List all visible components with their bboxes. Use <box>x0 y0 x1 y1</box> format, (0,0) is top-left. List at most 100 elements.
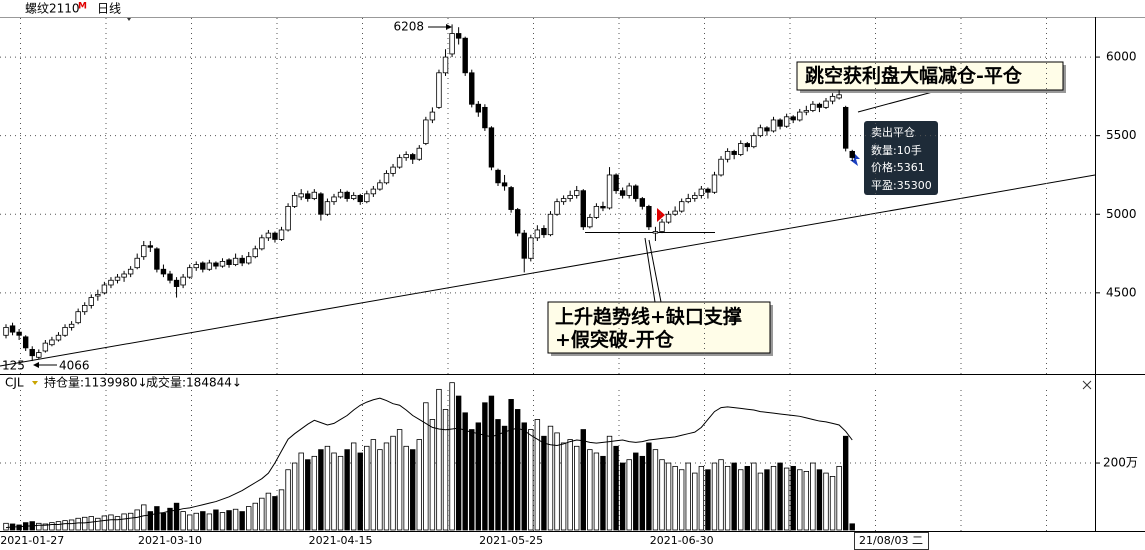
volume-bar <box>259 497 265 531</box>
volume-bar <box>449 382 455 531</box>
volume-bar <box>705 469 711 531</box>
volume-bar <box>200 511 206 531</box>
candle-body <box>396 157 403 168</box>
volume-bar <box>652 449 659 531</box>
candle-body <box>849 150 855 158</box>
candle-body <box>724 150 731 160</box>
dropdown-caret[interactable] <box>32 381 38 385</box>
volume-bar <box>403 445 409 531</box>
volume-bar <box>593 452 600 531</box>
candle-body <box>101 284 108 294</box>
candle-body <box>600 205 606 209</box>
close-icon[interactable] <box>1082 380 1092 390</box>
candle-body <box>324 201 331 215</box>
volume-bar <box>783 467 790 531</box>
candle-body <box>665 213 672 223</box>
candle-body <box>613 174 619 192</box>
candle-body <box>751 135 757 148</box>
volume-bar <box>291 462 298 531</box>
annotation-box <box>796 61 1064 91</box>
volume-bar <box>390 435 396 531</box>
volume-bar <box>495 419 501 531</box>
volume-bar <box>508 399 514 531</box>
buy-signal <box>657 208 665 222</box>
candle-body <box>501 182 508 187</box>
dropdown-caret[interactable] <box>127 18 131 21</box>
candle-body <box>252 248 258 258</box>
candle-body <box>698 188 705 196</box>
volume-bar <box>574 445 580 531</box>
candle-body <box>410 154 416 160</box>
candle-body <box>659 221 665 232</box>
candle-body <box>318 193 324 215</box>
volume-bar <box>836 465 842 531</box>
symbol: 螺纹2110 <box>25 2 80 16</box>
candle-body <box>311 191 318 199</box>
volume-bar <box>239 511 245 531</box>
candle-body <box>764 127 770 132</box>
volume-bar <box>219 512 226 531</box>
volume-bar <box>764 469 770 531</box>
volume-bar <box>160 512 167 531</box>
volume-bar <box>42 523 49 531</box>
candle-body <box>554 201 560 215</box>
candle-body <box>160 268 167 275</box>
volume-bar <box>68 519 75 531</box>
candle-body <box>285 205 291 231</box>
volume-bar <box>383 442 390 531</box>
candle-body <box>423 119 429 144</box>
volume-bar <box>790 465 796 531</box>
candle-body <box>462 37 468 74</box>
candle-body <box>167 273 173 281</box>
candle-body <box>738 143 744 155</box>
candle-body <box>475 103 482 113</box>
volume-bar <box>685 462 691 531</box>
volume-bar <box>738 469 744 531</box>
volume-bar <box>633 452 639 531</box>
volume-bar <box>396 429 403 531</box>
candle-body <box>705 188 711 193</box>
volume-bar <box>770 465 777 531</box>
volume-bar <box>711 462 718 531</box>
volume-bar <box>186 514 193 531</box>
volume-bar <box>278 489 285 531</box>
volume-bar <box>777 462 783 531</box>
y-tick-label: 5500 <box>1106 128 1137 142</box>
volume-bar <box>350 442 357 531</box>
volume-bar <box>344 449 350 531</box>
candle-body <box>528 237 534 259</box>
candle-body <box>744 143 750 148</box>
volume-bar <box>436 388 442 531</box>
trend-line <box>0 174 1096 367</box>
candle-body <box>226 259 232 265</box>
volume-bar <box>134 509 140 531</box>
flag: M <box>78 2 87 12</box>
volume-bar <box>410 449 416 531</box>
candle-body <box>232 257 239 265</box>
candle-body <box>154 248 160 270</box>
volume-bar <box>757 472 764 531</box>
candle-body <box>810 103 816 111</box>
volume-bar <box>95 517 101 531</box>
candle-body <box>305 193 311 199</box>
candle-body <box>75 311 81 324</box>
annotation: 跳空获利盘大幅减仓-平仓 <box>805 64 1023 87</box>
volume-bar <box>442 409 449 531</box>
volume-bar <box>88 516 94 531</box>
volume-bar <box>246 506 252 531</box>
volume-bar <box>252 502 258 531</box>
period[interactable]: 日线 <box>97 2 121 16</box>
sell-signal <box>850 151 860 166</box>
volume-bar <box>842 435 849 531</box>
volume-bar <box>587 449 593 531</box>
candle-body <box>298 193 304 198</box>
indicator[interactable]: CJL <box>5 376 24 390</box>
volume-bar <box>672 465 678 531</box>
candle-body <box>121 273 127 278</box>
volume-bar <box>619 462 626 531</box>
candle-body <box>777 119 783 127</box>
y-tick-label: 200万 <box>1103 456 1138 470</box>
candle-body <box>370 188 377 195</box>
